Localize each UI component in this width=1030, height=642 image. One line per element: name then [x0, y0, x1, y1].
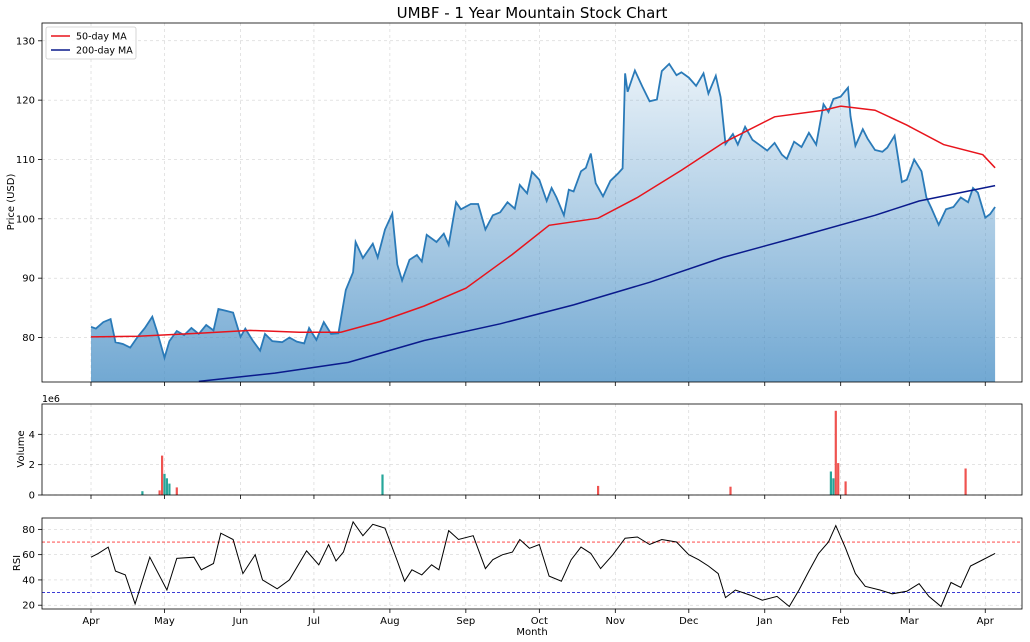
legend-box [45, 26, 137, 60]
volume-x-ticks [90, 495, 986, 499]
y-tick-label: 90 [22, 274, 35, 285]
y-tick-label: 80 [22, 525, 35, 536]
y-tick-label: 20 [22, 601, 35, 612]
volume-bar [829, 471, 832, 495]
volume-bar [964, 468, 967, 495]
y-tick-label: 110 [16, 155, 35, 166]
y-tick-label: 100 [16, 214, 35, 225]
rsi-axes-frame [41, 517, 1023, 610]
price-axes-frame [41, 22, 1023, 383]
volume-bar [844, 481, 847, 495]
rsi-y-axis-label: RSI [12, 555, 23, 571]
volume-bar [168, 483, 171, 495]
legend: 50-day MA 200-day MA [45, 26, 137, 60]
volume-bar [158, 490, 161, 495]
volume-axes-frame [41, 403, 1023, 496]
x-tick-label: Oct [531, 616, 548, 627]
x-tick-label: Aug [380, 616, 400, 627]
legend-label-ma200: 200-day MA [76, 46, 133, 57]
volume-bar [165, 478, 168, 495]
rsi-y-ticks: 20 40 60 80 [22, 525, 42, 612]
x-tick-label: May [154, 616, 175, 627]
volume-bar [729, 486, 732, 495]
volume-panel: 0 2 4 1e6 Volume [16, 394, 1023, 502]
x-tick-label: Jun [232, 616, 249, 627]
x-tick-label: Apr [977, 616, 995, 627]
chart-title: UMBF - 1 Year Mountain Stock Chart [397, 4, 668, 22]
volume-bars [141, 410, 967, 495]
x-tick-label: Mar [900, 616, 920, 627]
x-tick-label: Nov [606, 616, 626, 627]
x-tick-label: Feb [832, 616, 850, 627]
y-tick-label: 130 [16, 36, 35, 47]
y-tick-label: 120 [16, 96, 35, 107]
rsi-panel: 20 40 60 80 RSI Apr May Jun Jul Aug Sep Oct Nov Dec… [12, 517, 1023, 638]
volume-y-ticks: 0 2 4 [29, 430, 42, 502]
rsi-grid [42, 518, 1022, 609]
ma50-line [90, 105, 996, 338]
volume-y-axis-label: Volume [16, 430, 27, 467]
y-tick-label: 40 [22, 575, 35, 586]
price-area-fill [91, 63, 996, 382]
price-y-axis-label: Price (USD) [6, 174, 17, 231]
volume-grid [42, 404, 1022, 496]
volume-bar [163, 473, 166, 495]
x-tick-label: Jul [307, 616, 320, 627]
volume-bar [141, 491, 144, 495]
volume-scale-label: 1e6 [42, 394, 60, 405]
x-tick-label: Jan [756, 616, 772, 627]
volume-bar [837, 463, 840, 495]
y-tick-label: 80 [22, 333, 35, 344]
y-tick-label: 2 [29, 460, 35, 471]
volume-bar [834, 410, 837, 495]
volume-bar [161, 455, 164, 495]
y-tick-label: 0 [29, 491, 35, 502]
x-tick-label: Dec [679, 616, 698, 627]
y-tick-label: 60 [22, 550, 35, 561]
ma200-line [198, 184, 996, 382]
volume-bar [832, 478, 835, 495]
volume-bar [381, 474, 384, 495]
rsi-line [90, 520, 996, 608]
volume-bar [597, 485, 600, 495]
price-panel: 80 90 100 110 120 130 Price (USD) 50-day MA 2… [6, 22, 1023, 386]
x-tick-label: Apr [82, 616, 100, 627]
price-y-ticks: 80 90 100 110 120 130 [16, 36, 986, 386]
volume-bar [175, 487, 178, 495]
x-axis-label: Month [516, 627, 547, 638]
legend-label-ma50: 50-day MA [76, 32, 127, 43]
x-tick-label: Sep [456, 616, 475, 627]
rsi-x-ticks: Apr May Jun Jul Aug Sep Oct Nov Dec Jan Feb Mar Apr [82, 609, 995, 627]
y-tick-label: 4 [29, 430, 35, 441]
